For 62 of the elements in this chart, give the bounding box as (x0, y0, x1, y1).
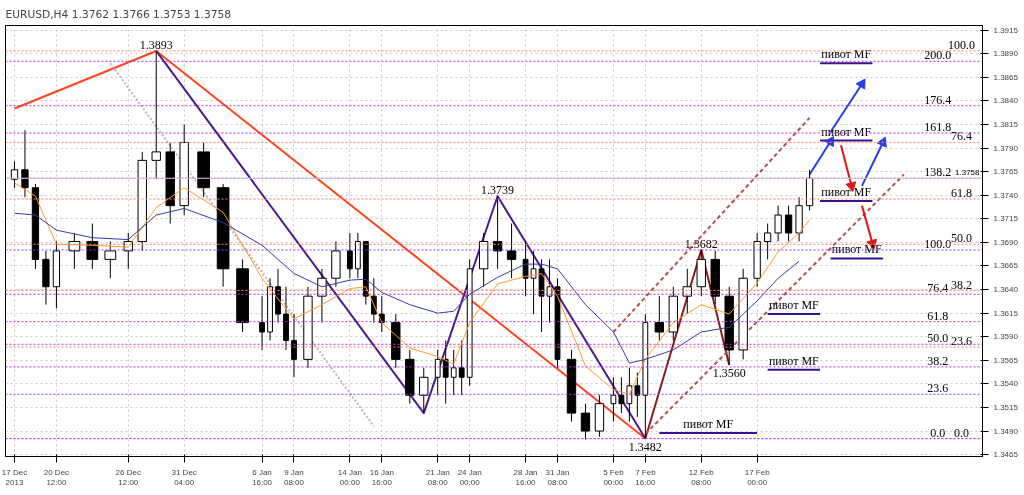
x-tick-label: 21 Jan 08:00 (425, 467, 450, 488)
annotation: пивот MF (821, 124, 872, 139)
ref-line-label: 1.3758 (955, 168, 981, 178)
annotation: 23.6 (951, 334, 973, 349)
x-tick-label: 12 Feb 08:00 (688, 467, 715, 488)
y-tick-label: 1.3640 (993, 285, 1019, 295)
y-tick-label: 1.3465 (993, 450, 1019, 460)
annotation: 100.0 (924, 236, 952, 251)
annotation: 50.0 (951, 231, 973, 246)
y-tick-label: 1.3865 (993, 72, 1019, 82)
x-tick-label: 17 Feb 00:00 (744, 467, 771, 488)
annotation: 0.0 (930, 425, 946, 440)
y-tick-label: 1.3765 (993, 167, 1019, 177)
y-tick-label: 1.3665 (993, 261, 1019, 271)
annotation: 1.3739 (481, 183, 515, 198)
x-tick-label: 9 Jan 08:00 (283, 467, 305, 488)
y-tick-label: 1.3690 (993, 237, 1019, 247)
x-tick-label: 6 Jan 16:00 (252, 467, 273, 488)
annotation: пивот MF (683, 416, 734, 431)
y-tick-label: 1.3540 (993, 379, 1019, 389)
y-tick-label: 1.3890 (993, 49, 1019, 59)
x-tick-label: 20 Dec 12:00 (43, 467, 70, 488)
annotation: 50.0 (927, 331, 949, 346)
y-tick-label: 1.3915 (993, 25, 1019, 35)
y-tick-label: 1.3715 (993, 214, 1019, 224)
annotation: 1.3893 (139, 37, 173, 52)
y-tick-label: 1.3815 (993, 120, 1019, 130)
annotation: 1.3482 (628, 439, 662, 454)
x-tick-label: 28 Jan 16:00 (513, 467, 538, 488)
x-tick-label: 26 Dec 12:00 (115, 467, 141, 488)
annotation: 76.4 (951, 129, 973, 144)
x-tick-label: 31 Dec 04:00 (171, 467, 197, 488)
annotation: 61.8 (927, 308, 949, 323)
annotation: 38.2 (951, 277, 973, 292)
y-tick-label: 1.3565 (993, 355, 1019, 365)
y-tick-label: 1.3740 (993, 190, 1019, 200)
annotation: пивот MF (821, 47, 872, 62)
chart-title: EURUSD,H4 1.3762 1.3766 1.3753 1.3758 (5, 7, 232, 21)
annotation: 38.2 (927, 353, 949, 368)
annotation: 176.4 (924, 92, 952, 107)
y-tick-label: 1.3790 (993, 143, 1019, 153)
annotation: 1.3560 (712, 366, 746, 381)
annotation: 23.6 (927, 381, 949, 396)
annotation: пивот MF (768, 298, 820, 313)
x-tick-label: 16 Jan 16:00 (369, 467, 394, 488)
x-tick-label: 17 Dec 2013 (1, 467, 28, 488)
annotation: 61.8 (951, 186, 973, 201)
x-tick-label: 24 Jan 00:00 (457, 467, 482, 488)
annotation: 161.8 (924, 120, 952, 135)
y-tick-label: 1.3615 (993, 308, 1019, 318)
x-tick-label: 31 Jan 08:00 (545, 467, 570, 488)
annotation: 0.0 (954, 425, 970, 440)
annotation: 138.2 (924, 165, 952, 180)
x-tick-label: 5 Feb 00:00 (603, 467, 625, 488)
annotation: 1.3682 (684, 236, 718, 251)
x-tick-label: 7 Feb 16:00 (635, 467, 657, 488)
x-tick-label: 14 Jan 00:00 (337, 467, 362, 488)
y-tick-label: 1.3840 (993, 96, 1019, 106)
y-tick-label: 1.3490 (993, 426, 1019, 436)
annotation: пивот MF (768, 353, 820, 368)
y-tick-label: 1.3590 (993, 332, 1019, 342)
y-tick-label: 1.3515 (993, 402, 1019, 412)
